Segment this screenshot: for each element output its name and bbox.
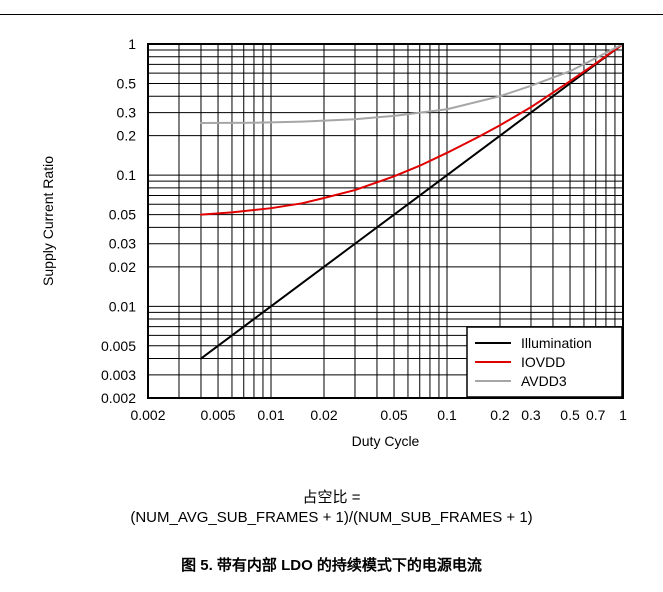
supply-current-chart: 0.002 0.005 0.01 0.02 0.05 0.1 0.2 0.3 0.5 0.7 1 0… [40, 36, 627, 449]
y-tick-label: 0.005 [101, 338, 136, 354]
legend-label-iovdd: IOVDD [521, 354, 565, 370]
y-tick-label: 0.01 [109, 298, 136, 314]
x-tick-label: 0.2 [490, 407, 510, 423]
series-line-iovdd [199, 43, 624, 216]
x-tick-label: 0.3 [521, 407, 541, 423]
y-tick-label: 0.03 [109, 236, 136, 252]
x-tick-label: 0.002 [130, 407, 165, 423]
y-tick-label: 0.5 [117, 75, 137, 91]
series-layer [199, 43, 624, 360]
y-tick-label: 0.003 [101, 367, 136, 383]
y-tick-label: 0.002 [101, 390, 136, 406]
duty-cycle-note-line1: 占空比 = [302, 489, 361, 506]
y-tick-label: 0.3 [117, 105, 137, 121]
y-tick-label: 0.1 [117, 167, 137, 183]
legend: Illumination IOVDD AVDD3 [466, 326, 623, 398]
y-tick-label: 1 [128, 36, 136, 52]
figure-caption: 图 5. 带有内部 LDO 的持续模式下的电源电流 [181, 557, 482, 574]
series-line-avdd3 [199, 43, 624, 124]
y-tick-label: 0.02 [109, 259, 136, 275]
legend-label-illumination: Illumination [521, 335, 592, 351]
plot-frame [147, 43, 624, 399]
x-tick-label: 0.5 [560, 407, 580, 423]
y-tick-label: 0.2 [117, 128, 137, 144]
x-tick-label: 0.7 [586, 407, 606, 423]
series-line-illumination [199, 43, 624, 360]
y-tick-labels: 0.002 0.003 0.005 0.01 0.02 0.03 0.05 0.1 0.2 0.3… [101, 36, 136, 406]
x-tick-label: 0.05 [380, 407, 407, 423]
x-axis-label: Duty Cycle [352, 433, 420, 449]
top-rule [0, 14, 663, 15]
y-tick-label: 0.05 [109, 207, 136, 223]
x-tick-label: 0.01 [257, 407, 284, 423]
x-tick-label: 1 [619, 407, 627, 423]
legend-items: Illumination IOVDD AVDD3 [475, 335, 592, 389]
duty-cycle-note-line2: (NUM_AVG_SUB_FRAMES + 1)/(NUM_SUB_FRAMES… [130, 509, 533, 526]
x-tick-label: 0.1 [437, 407, 457, 423]
y-axis-label: Supply Current Ratio [40, 156, 56, 286]
grid-lines [148, 44, 623, 398]
x-tick-labels: 0.002 0.005 0.01 0.02 0.05 0.1 0.2 0.3 0.5 0.7 1 [130, 407, 627, 423]
x-tick-label: 0.005 [201, 407, 236, 423]
x-tick-label: 0.02 [310, 407, 337, 423]
legend-label-avdd3: AVDD3 [521, 373, 567, 389]
